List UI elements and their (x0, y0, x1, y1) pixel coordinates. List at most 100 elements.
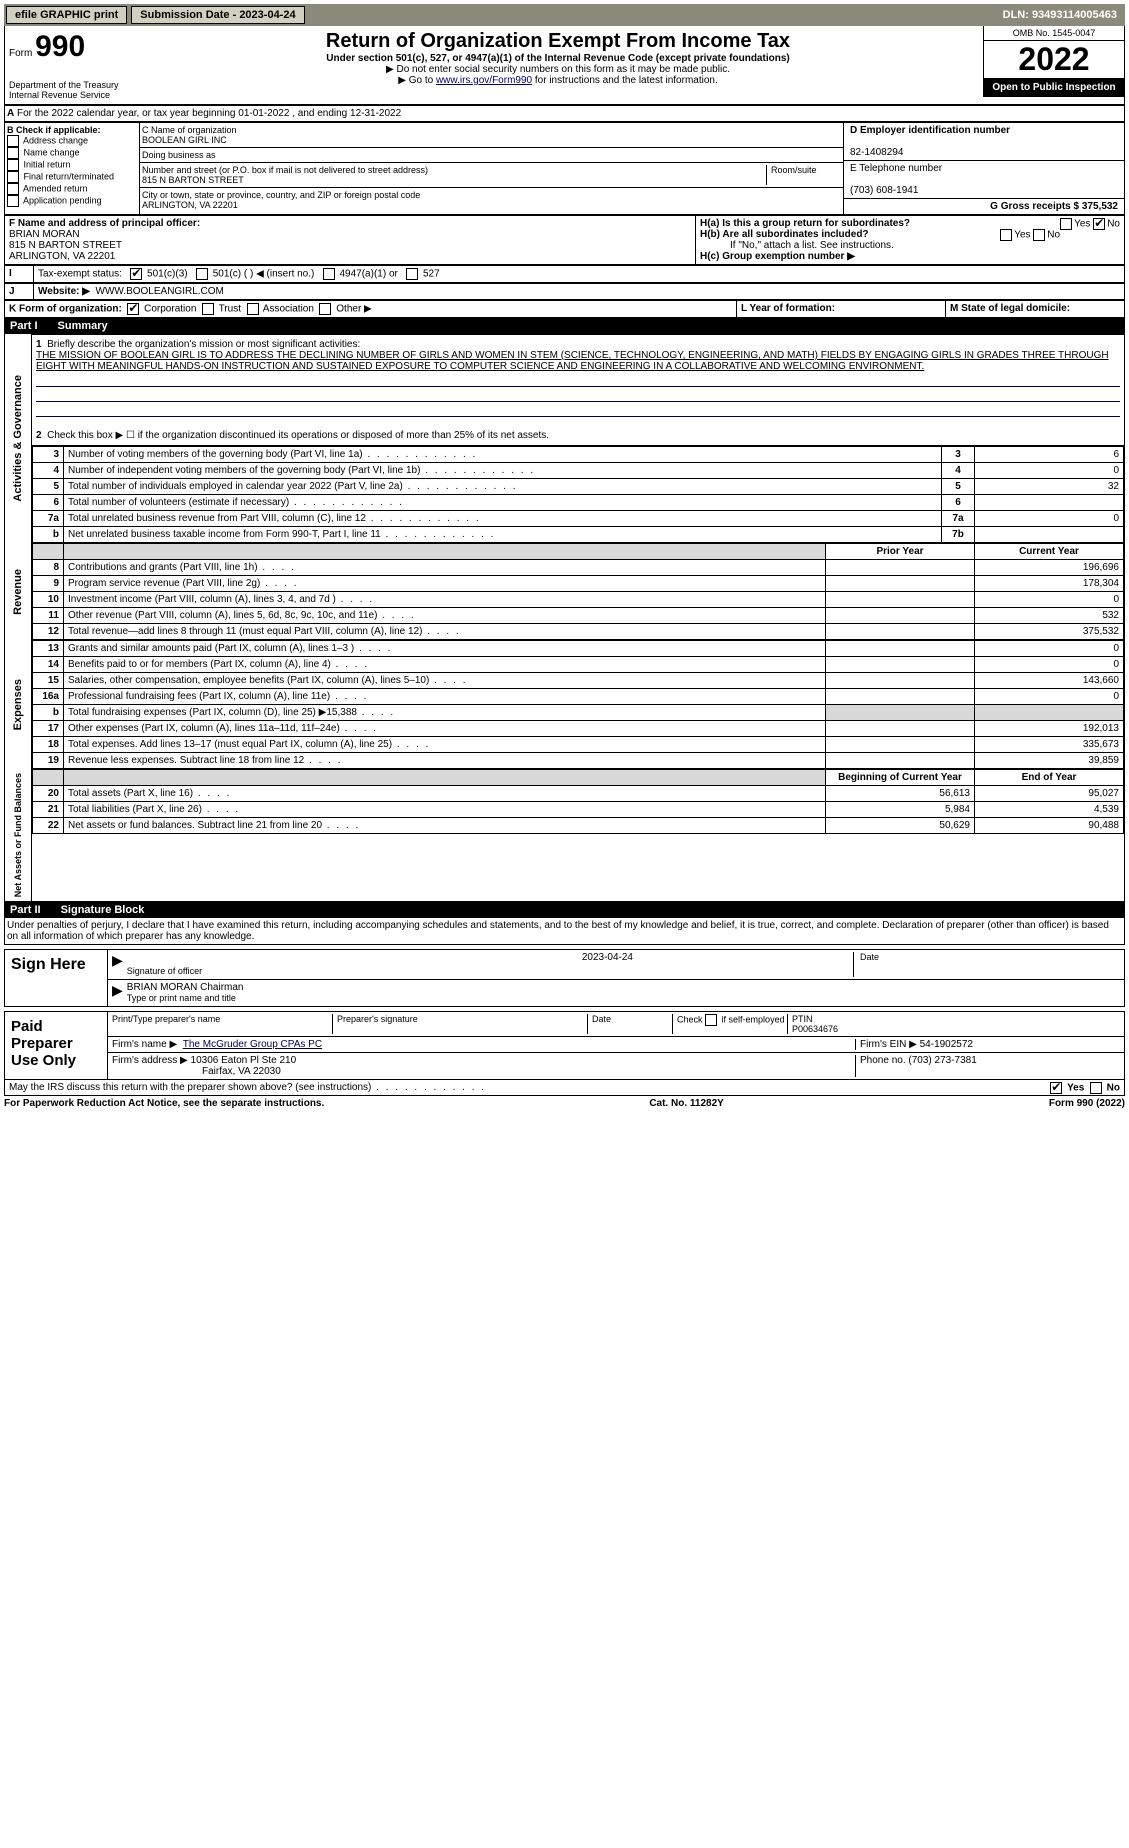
row-klm: K Form of organization: Corporation Trus… (4, 300, 1125, 318)
type-name-label: Type or print name and title (127, 993, 236, 1003)
sig-officer-label: Signature of officer (127, 966, 202, 976)
section-bcdeg: B Check if applicable: Address change Na… (4, 122, 1125, 215)
table-row: 20Total assets (Part X, line 16)56,61395… (33, 786, 1124, 802)
open-inspection: Open to Public Inspection (984, 78, 1124, 97)
part2-header: Part II Signature Block (4, 902, 1125, 918)
section-b-title: B Check if applicable: (7, 125, 101, 135)
footer: For Paperwork Reduction Act Notice, see … (4, 1096, 1125, 1111)
check-trust[interactable] (202, 303, 214, 315)
check-4947[interactable] (323, 268, 335, 280)
omb-number: OMB No. 1545-0047 (984, 26, 1124, 41)
discuss-yes[interactable] (1050, 1082, 1062, 1094)
check-name-change[interactable] (7, 147, 19, 159)
firm-phone-label: Phone no. (860, 1055, 906, 1066)
check-assoc[interactable] (247, 303, 259, 315)
table-row: 7aTotal unrelated business revenue from … (33, 511, 1124, 527)
website-label: Website: ▶ (38, 286, 90, 297)
ptin-label: PTIN (792, 1014, 813, 1024)
table-row: bTotal fundraising expenses (Part IX, co… (33, 705, 1124, 721)
check-final-return[interactable] (7, 171, 19, 183)
ha-no[interactable] (1093, 218, 1105, 230)
l2-text: Check this box ▶ ☐ if the organization d… (47, 430, 549, 441)
h-date: Date (588, 1014, 673, 1034)
check-amended[interactable] (7, 183, 19, 195)
penalty-text: Under penalties of perjury, I declare th… (4, 918, 1125, 945)
officer-street: 815 N BARTON STREET (9, 240, 122, 251)
table-row: 9Program service revenue (Part VIII, lin… (33, 576, 1124, 592)
hb-yes[interactable] (1000, 229, 1012, 241)
paid-preparer-block: Paid Preparer Use Only Print/Type prepar… (4, 1011, 1125, 1080)
c-label: C Name of organization (142, 125, 237, 135)
m-label: M State of legal domicile: (950, 303, 1070, 314)
table-row: 21Total liabilities (Part X, line 26)5,9… (33, 802, 1124, 818)
revenue-lines: Prior YearCurrent Year 8Contributions an… (32, 543, 1124, 640)
table-row: 8Contributions and grants (Part VIII, li… (33, 560, 1124, 576)
paid-preparer-label: Paid Preparer Use Only (5, 1012, 107, 1079)
table-row: 13Grants and similar amounts paid (Part … (33, 641, 1124, 657)
section-governance: Activities & Governance 1 Briefly descri… (4, 334, 1125, 543)
street-value: 815 N BARTON STREET (142, 175, 244, 185)
check-other[interactable] (319, 303, 331, 315)
firm-addr2: Fairfax, VA 22030 (202, 1066, 281, 1077)
firm-name-link[interactable]: The McGruder Group CPAs PC (183, 1039, 322, 1050)
submission-date: Submission Date - 2023-04-24 (131, 6, 304, 24)
city-value: ARLINGTON, VA 22201 (142, 200, 238, 210)
check-address-change[interactable] (7, 135, 19, 147)
sign-here-block: Sign Here ▶ 2023-04-24Signature of office… (4, 949, 1125, 1007)
check-527[interactable] (406, 268, 418, 280)
sign-here-label: Sign Here (5, 950, 107, 1006)
hb-note: If "No," attach a list. See instructions… (700, 240, 1120, 251)
footer-left: For Paperwork Reduction Act Notice, see … (4, 1098, 324, 1109)
check-corp[interactable] (127, 303, 139, 315)
tax-year: 2022 (984, 41, 1124, 78)
section-fh: F Name and address of principal officer:… (4, 215, 1125, 265)
check-501c3[interactable] (130, 268, 142, 280)
expense-lines: 13Grants and similar amounts paid (Part … (32, 640, 1124, 769)
netassets-lines: Beginning of Current YearEnd of Year 20T… (32, 769, 1124, 834)
l1-label: Briefly describe the organization's miss… (47, 339, 360, 350)
ptin-value: P00634676 (792, 1024, 838, 1034)
firm-ein: 54-1902572 (920, 1039, 973, 1050)
table-row: 10Investment income (Part VIII, column (… (33, 592, 1124, 608)
hb-no[interactable] (1033, 229, 1045, 241)
section-netassets: Net Assets or Fund Balances Beginning of… (4, 769, 1125, 902)
form-prefix: Form (9, 48, 32, 59)
side-label-exp: Expenses (10, 675, 26, 734)
hdr-end: End of Year (975, 770, 1124, 786)
h-preparer-sig: Preparer's signature (333, 1014, 588, 1034)
part1-header: Part I Summary (4, 318, 1125, 334)
irs-link[interactable]: www.irs.gov/Form990 (436, 75, 532, 86)
firm-name-label: Firm's name ▶ (112, 1039, 177, 1050)
firm-ein-label: Firm's EIN ▶ (860, 1039, 917, 1050)
arrow-icon: ▶ (112, 982, 123, 1004)
row-a: A For the 2022 calendar year, or tax yea… (4, 105, 1125, 122)
table-row: 15Salaries, other compensation, employee… (33, 673, 1124, 689)
check-self-employed[interactable] (705, 1014, 717, 1026)
firm-phone: (703) 273-7381 (908, 1055, 976, 1066)
row-j: J Website: ▶ WWW.BOOLEANGIRL.COM (4, 283, 1125, 300)
goto-note: ▶ Go to www.irs.gov/Form990 for instruct… (137, 75, 979, 86)
table-row: bNet unrelated business taxable income f… (33, 527, 1124, 543)
f-label: F Name and address of principal officer: (9, 218, 200, 229)
form-header: Form 990 Department of the Treasury Inte… (4, 26, 1125, 105)
table-row: 3Number of voting members of the governi… (33, 447, 1124, 463)
check-initial-return[interactable] (7, 159, 19, 171)
section-revenue: Revenue Prior YearCurrent Year 8Contribu… (4, 543, 1125, 640)
discuss-no[interactable] (1090, 1082, 1102, 1094)
date-label: Date (860, 952, 879, 962)
discuss-row: May the IRS discuss this return with the… (4, 1080, 1125, 1096)
side-label-gov: Activities & Governance (10, 371, 26, 506)
sig-date: 2023-04-24 (127, 952, 853, 966)
governance-lines: 3Number of voting members of the governi… (32, 446, 1124, 543)
table-row: 19Revenue less expenses. Subtract line 1… (33, 753, 1124, 769)
check-501c[interactable] (196, 268, 208, 280)
ein-value: 82-1408294 (850, 147, 903, 158)
officer-name: BRIAN MORAN (9, 229, 80, 240)
check-application[interactable] (7, 195, 19, 207)
form-number: 990 (35, 30, 85, 63)
ha-yes[interactable] (1060, 218, 1072, 230)
table-row: 6Total number of volunteers (estimate if… (33, 495, 1124, 511)
table-row: 12Total revenue—add lines 8 through 11 (… (33, 624, 1124, 640)
ein-label: D Employer identification number (850, 125, 1010, 136)
dept-treasury: Department of the Treasury Internal Reve… (9, 80, 129, 100)
